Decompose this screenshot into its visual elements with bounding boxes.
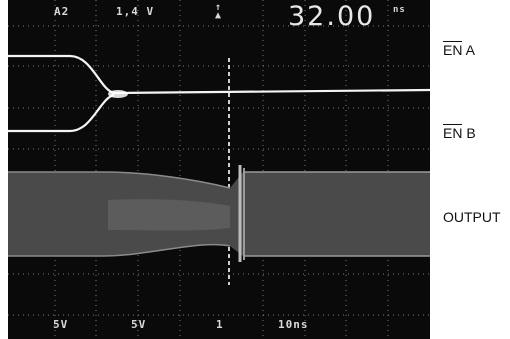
label-en-b-suffix: B [462, 125, 476, 141]
ch1-scale-readout: 5V [53, 318, 69, 331]
output-band-edge-top [8, 171, 231, 189]
ch3-marker-readout: 1 [216, 318, 224, 331]
channel-readout: A2 [54, 5, 70, 18]
input-traces [8, 54, 430, 133]
scope-display [8, 0, 430, 339]
oscilloscope-screen: A2 1,4 V ↑ ▲ 32.00 ns 5V 5V 1 10ns [8, 0, 430, 339]
trigger-level-readout: 1,4 V [116, 5, 155, 18]
graticule-grid [8, 0, 430, 339]
ch2-scale-readout: 5V [131, 318, 147, 331]
timebase-readout: 32.00 [288, 1, 376, 32]
label-en-b-overbar: EN [443, 124, 463, 141]
label-en-a-suffix: A [462, 42, 475, 58]
trace-crossover-glow [108, 90, 128, 98]
time-scale-readout: 10ns [278, 318, 309, 331]
trace-en-a [8, 54, 430, 95]
label-en-a: EN A [443, 41, 475, 58]
trace-en-b [8, 93, 115, 133]
output-inner-glow [108, 199, 230, 231]
label-output: OUTPUT [443, 209, 501, 225]
output-band-edge-bottom [8, 243, 231, 257]
timebase-unit-readout: ns [393, 5, 406, 15]
label-en-b: EN B [443, 124, 476, 141]
label-en-a-overbar: EN [443, 41, 463, 58]
trigger-slope-icon: ↑ ▲ [215, 2, 223, 21]
